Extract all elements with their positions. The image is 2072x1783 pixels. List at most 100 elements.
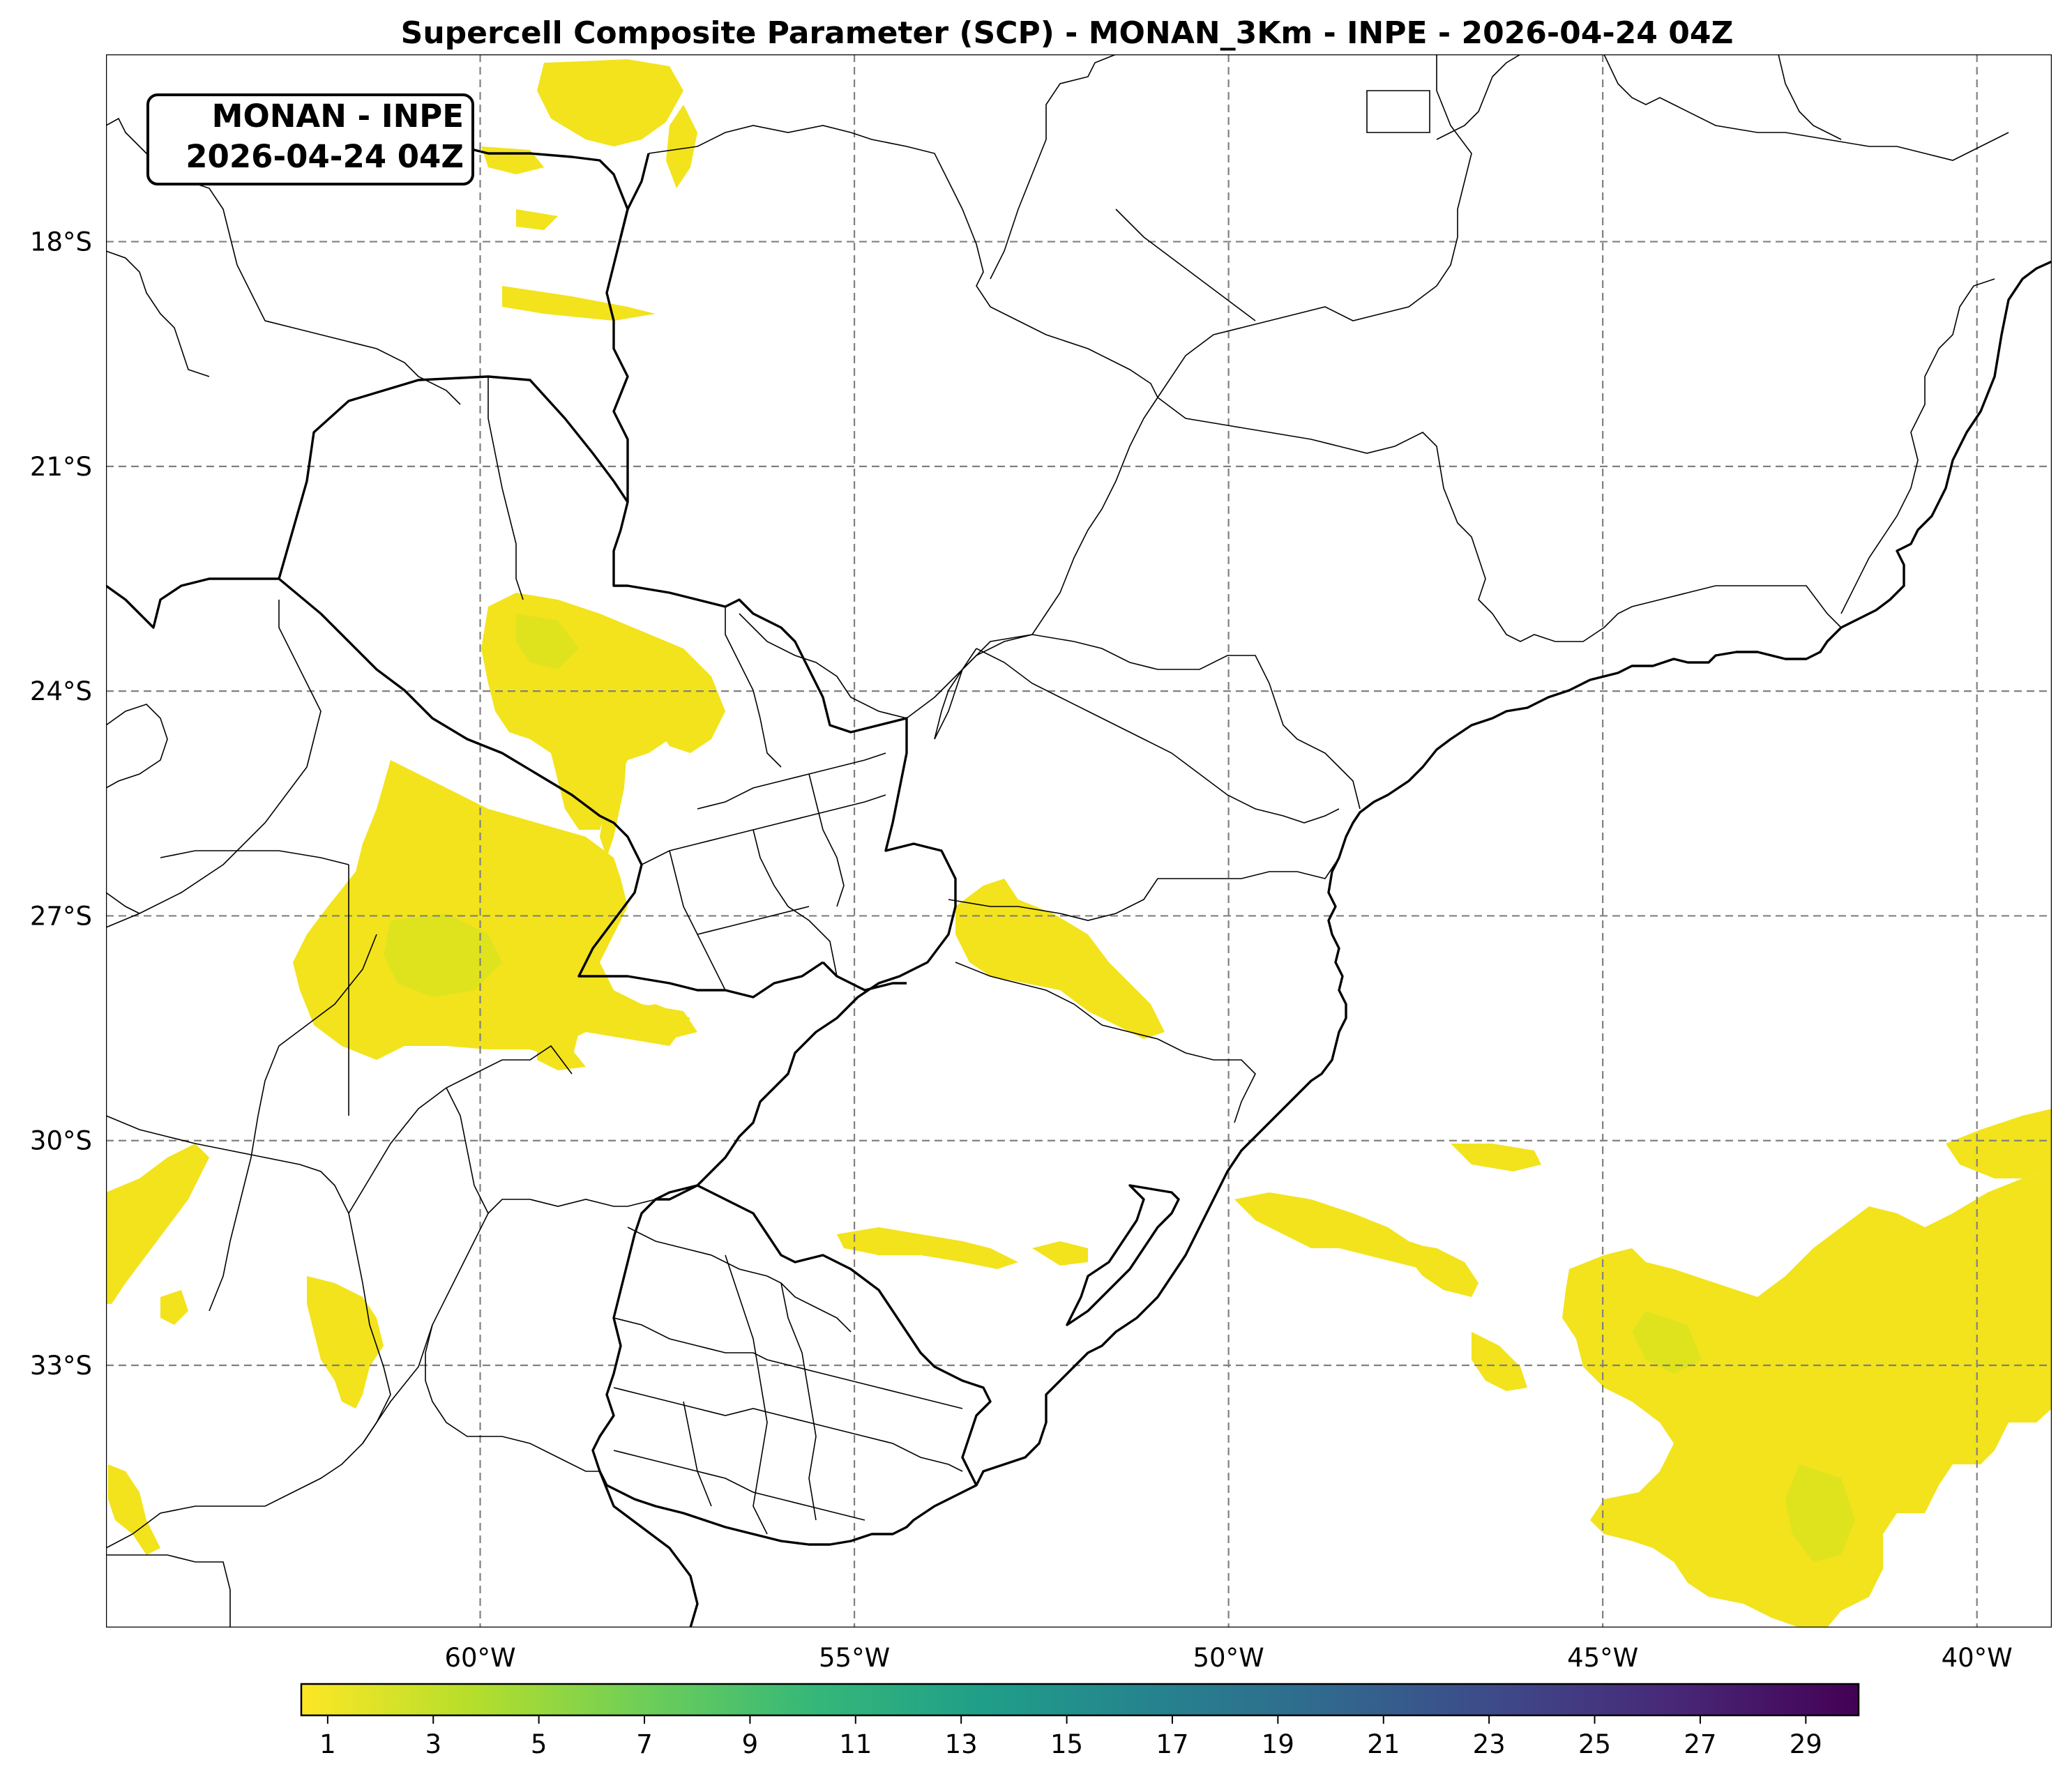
state-border-go-mg: [1157, 54, 1472, 398]
scp-area-paraguay-east: [642, 635, 725, 753]
state-border-west-d: [160, 850, 349, 865]
state-border-ar-e: [446, 1087, 656, 1215]
scp-area-north-small: [666, 105, 697, 188]
map-gridlines: [106, 54, 2052, 1628]
scp-area-argentina-south: [502, 976, 690, 1046]
coastline-lagoa: [1066, 1184, 1180, 1326]
scp-area-strip-b: [502, 286, 656, 321]
state-border-misiones-c: [753, 829, 838, 977]
map-area: [106, 54, 2052, 1628]
lat-tick-label: 24°S: [30, 676, 92, 706]
state-border-ms-pr: [934, 648, 977, 740]
border-bolivia-chile: [106, 577, 279, 629]
state-border-uy-e: [725, 1254, 768, 1535]
scp-area-argentina-west: [307, 1276, 384, 1409]
state-border-ar-g: [362, 1324, 433, 1444]
scp-area-ocean-band-a: [1234, 1192, 1444, 1269]
scp-core-ocean-b: [1785, 1464, 1855, 1562]
state-border-mg-es: [1840, 278, 1995, 614]
lon-tick-label: 55°W: [819, 1643, 890, 1673]
state-border-mg-rj: [1157, 397, 1842, 642]
state-border-uy-c: [613, 1387, 963, 1472]
state-border-ms-ns: [725, 607, 782, 768]
scp-core-areas: [384, 614, 1855, 1562]
lon-tick-label: 40°W: [1942, 1643, 2013, 1673]
scp-area-argentina-north: [293, 760, 697, 1060]
lat-tick-label: 30°S: [30, 1126, 92, 1156]
colorbar-tick-label: 25: [1578, 1729, 1611, 1759]
scp-area-strip-d: [600, 732, 628, 858]
state-border-ms-inner: [739, 613, 907, 719]
state-border-west-chile: [106, 704, 168, 789]
colorbar-tick-label: 3: [425, 1729, 441, 1759]
scp-area-ocean-band-b: [1395, 1241, 1479, 1297]
state-border-ar-c: [106, 1115, 391, 1549]
longitude-tick-labels: 60°W 55°W 50°W 45°W 40°W: [444, 1643, 2012, 1673]
scp-area-ocean-scatter: [837, 1227, 1018, 1269]
state-border-go: [990, 54, 1117, 280]
state-border-ar-f: [425, 1213, 600, 1472]
state-border-misiones: [641, 794, 886, 865]
state-border-uy-b: [613, 1317, 963, 1409]
state-border-sp-north: [976, 648, 1340, 824]
colorbar-tick-label: 19: [1262, 1729, 1294, 1759]
scp-area-ocean-band-c: [1451, 1144, 1541, 1171]
state-border-paraguay-ns: [808, 773, 845, 907]
scp-area-ocean-east: [1967, 1192, 2052, 1283]
scp-core-argentina: [384, 913, 502, 997]
state-border-ba-mg: [1603, 54, 2009, 161]
colorbar-ticks: 1 3 5 7 9 11 13 15 17 19 21 23 25 27 29: [319, 1715, 1822, 1759]
stamp-line-1: MONAN - INPE: [212, 98, 464, 135]
state-border-pr-sc: [948, 857, 1340, 921]
state-border-ar-d: [348, 1045, 573, 1214]
state-border-ba-north: [1778, 54, 1842, 140]
scp-area-southwest: [108, 1464, 160, 1555]
scp-area-santa-catarina: [955, 879, 1165, 1039]
scp-area-ocean-large: [1562, 1171, 2052, 1628]
scp-area-ocean-blob-a: [1472, 1332, 1527, 1391]
lon-tick-label: 45°W: [1567, 1643, 1638, 1673]
state-border-uy-f: [780, 1282, 817, 1521]
stamp-line-2: 2026-04-24 04Z: [186, 138, 464, 175]
state-border-uy-d: [613, 1450, 865, 1521]
colorbar-tick-label: 11: [839, 1729, 872, 1759]
coastline-plata: [598, 1471, 699, 1628]
model-stamp-box: MONAN - INPE 2026-04-24 04Z: [146, 93, 474, 185]
colorbar-tick-label: 21: [1367, 1729, 1400, 1759]
colorbar-tick-label: 13: [945, 1729, 978, 1759]
colorbar-tick-label: 9: [742, 1729, 759, 1759]
colorbar-tick-label: 7: [636, 1729, 653, 1759]
scp-core-ocean-a: [1632, 1311, 1702, 1374]
state-border-lake: [1366, 90, 1430, 133]
lat-tick-label: 21°S: [30, 452, 92, 482]
state-border-uy-a: [627, 1227, 852, 1333]
border-paraguay-river: [591, 153, 957, 1472]
scp-shaded-areas: [106, 59, 2052, 1628]
state-border-north-b: [106, 250, 210, 377]
lon-tick-label: 50°W: [1193, 1643, 1264, 1673]
latitude-tick-labels: 18°S 21°S 24°S 27°S 30°S 33°S: [30, 227, 92, 1381]
scp-area-ocean-northeast: [1946, 1109, 2052, 1178]
state-border-west-chile-b: [106, 892, 140, 914]
coastline: [106, 145, 2052, 1628]
state-border-mg-ba: [1436, 54, 1521, 140]
border-argentina-misiones: [822, 961, 907, 992]
state-border-misiones-d: [697, 906, 810, 935]
scp-area-ocean-scatter-b: [1032, 1241, 1088, 1266]
state-border-bolivia-e: [487, 377, 524, 600]
state-border-sc-rs: [955, 962, 1256, 1123]
colorbar-tick-label: 17: [1156, 1729, 1188, 1759]
state-border-ar-b: [106, 766, 308, 928]
colorbar-tick-label: 23: [1473, 1729, 1506, 1759]
lat-tick-label: 27°S: [30, 901, 92, 931]
colorbar-tick-label: 1: [319, 1729, 336, 1759]
colorbar-tick-label: 29: [1790, 1729, 1822, 1759]
scp-area-north-border: [537, 59, 683, 146]
state-border-goias-b: [1115, 208, 1256, 321]
figure-title: Supercell Composite Parameter (SCP) - MO…: [401, 15, 1734, 51]
colorbar-tick-label: 5: [531, 1729, 547, 1759]
state-border-sp-mg: [934, 397, 1158, 740]
lat-tick-label: 18°S: [30, 227, 92, 257]
scp-area-strip-e: [537, 1046, 586, 1070]
